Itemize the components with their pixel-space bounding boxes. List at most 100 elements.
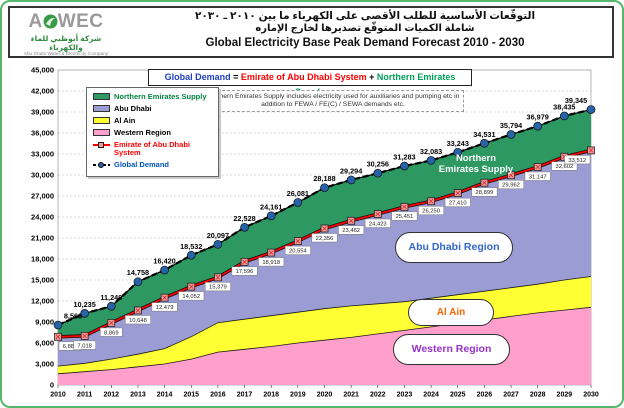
emirate-system-label: 10,648 (129, 318, 147, 324)
adwec-brand-text: A WEC (15, 12, 117, 33)
logo-english-name: Abu Dhabi Water & Electricity Company (23, 52, 109, 57)
area-western-region (58, 307, 591, 385)
legend-item: Western Region (93, 129, 215, 137)
y-tick-label: 6,000 (35, 339, 54, 348)
legend-item: Emirate of Abu Dhabi System (93, 141, 215, 157)
x-tick-label: 2024 (423, 392, 439, 399)
y-tick-label: 18,000 (31, 255, 54, 264)
x-tick-label: 2017 (237, 392, 253, 399)
global-demand-label: 33,243 (447, 139, 469, 148)
global-demand-marker (559, 111, 569, 121)
report-header: A WEC شركة أبوظبي للماء والكهرباء Abu Dha… (8, 6, 614, 58)
x-tick-label: 2028 (530, 392, 546, 399)
global-demand-marker (106, 301, 116, 311)
global-demand-marker (133, 277, 143, 287)
emirate-system-label: 17,596 (236, 269, 254, 275)
marker-hatch (189, 284, 194, 289)
x-tick-label: 2012 (104, 392, 120, 399)
global-demand-label: 14,758 (127, 268, 149, 277)
global-demand-marker (346, 175, 356, 185)
y-tick-label: 12,000 (31, 297, 54, 306)
emirate-system-label: 28,899 (476, 190, 494, 196)
x-tick-label: 2026 (477, 392, 493, 399)
emirate-system-label: 20,554 (289, 249, 308, 255)
global-demand-label: 28,188 (313, 174, 335, 183)
emirate-system-label-box (338, 225, 365, 235)
legend-label: Global Demand (114, 160, 170, 169)
global-demand-label: 36,979 (527, 113, 549, 122)
y-tick-label: 15,000 (31, 276, 54, 285)
global-demand-marker (453, 147, 463, 157)
x-tick-label: 2029 (557, 392, 573, 399)
global-demand-marker (586, 105, 596, 114)
title-block: التوقّعات الأساسية للطلب الأقصى على الكه… (122, 10, 608, 49)
emirate-system-label: 33,512 (568, 158, 586, 164)
marker-hatch (402, 204, 407, 210)
emirate-system-label: 26,250 (422, 209, 440, 215)
global-demand-marker (400, 161, 409, 171)
al-ain-top-edge (57, 276, 592, 367)
emirate-system-label-box (178, 291, 205, 301)
global-demand-label: 31,283 (393, 153, 415, 162)
global-demand-marker (480, 138, 489, 148)
y-tick-label: 21,000 (31, 234, 54, 243)
al-ain-region-label: Al Ain (408, 299, 494, 326)
emirate-system-label-box (564, 155, 591, 165)
marker-hatch (322, 226, 327, 231)
marker-hatch (428, 199, 434, 204)
emirate-system-label: 29,962 (502, 183, 520, 189)
page-title: Global Electricity Base Peak Demand Fore… (205, 37, 525, 49)
global-demand-marker (320, 183, 329, 193)
marker-hatch (135, 308, 141, 313)
legend-label: Northern Emirates Supply (114, 92, 207, 101)
emirate-system-label-box (231, 266, 258, 276)
global-demand-marker (160, 265, 169, 275)
brand-right: WEC (57, 11, 104, 32)
emirate-system-label: 6,885 (63, 344, 78, 350)
marker-hatch (55, 334, 61, 340)
x-tick-label: 2021 (343, 392, 359, 399)
global-demand-marker (506, 130, 516, 139)
global-demand-label: 38,435 (553, 102, 575, 111)
global-demand-label: 18,532 (180, 242, 202, 251)
emirate-system-label-box (364, 218, 391, 228)
emirate-system-label: 12,479 (156, 305, 174, 311)
y-tick-label: 0 (50, 381, 54, 390)
global-demand-marker (426, 156, 436, 165)
y-tick-label: 3,000 (35, 360, 54, 369)
formula-part: Global Demand (164, 72, 231, 82)
y-tick-label: 9,000 (35, 318, 54, 327)
marker-hatch (268, 250, 274, 255)
emirate-system-label-box (125, 315, 151, 325)
global-demand-marker (533, 121, 543, 131)
marker-hatch (588, 148, 594, 153)
global-demand-label: 35,794 (500, 121, 523, 130)
emirate-system-label: 22,356 (316, 236, 334, 242)
x-tick-label: 2010 (50, 392, 66, 399)
x-tick-label: 2011 (77, 392, 92, 399)
emirate-system-label-box (391, 211, 418, 221)
formula-part: Emirate of Abu Dhabi System (240, 72, 367, 82)
legend-swatch (93, 93, 110, 100)
legend-swatch (93, 161, 110, 169)
x-tick-label: 2027 (503, 392, 519, 399)
legend-label: Emirate of Abu Dhabi System (114, 140, 190, 157)
legend-item: Abu Dhabi (93, 105, 215, 113)
legend-item: Al Ain (93, 117, 215, 125)
marker-hatch (508, 173, 514, 178)
global-demand-label: 34,531 (473, 130, 495, 139)
title-arabic-line2: شاملة الكميات المتوقّع تصديرها لخارج الإ… (255, 23, 475, 34)
marker-hatch (482, 180, 487, 185)
emirate-system-label-box (311, 233, 338, 243)
emirate-system-label: 27,410 (449, 201, 467, 207)
x-tick-label: 2018 (263, 392, 279, 399)
legend-item: Northern Emirates Supply (93, 93, 215, 101)
northern-emirates-area-label: Northern Emirates Supply (438, 153, 514, 175)
global-demand-label: 29,294 (340, 166, 363, 175)
global-demand-label: 20,097 (207, 231, 229, 240)
global-demand-marker (293, 198, 303, 207)
emirate-system-label-box (524, 171, 551, 181)
x-tick-label: 2022 (370, 392, 386, 399)
marker-hatch (215, 275, 221, 280)
emirate-system-label-box (284, 245, 311, 255)
